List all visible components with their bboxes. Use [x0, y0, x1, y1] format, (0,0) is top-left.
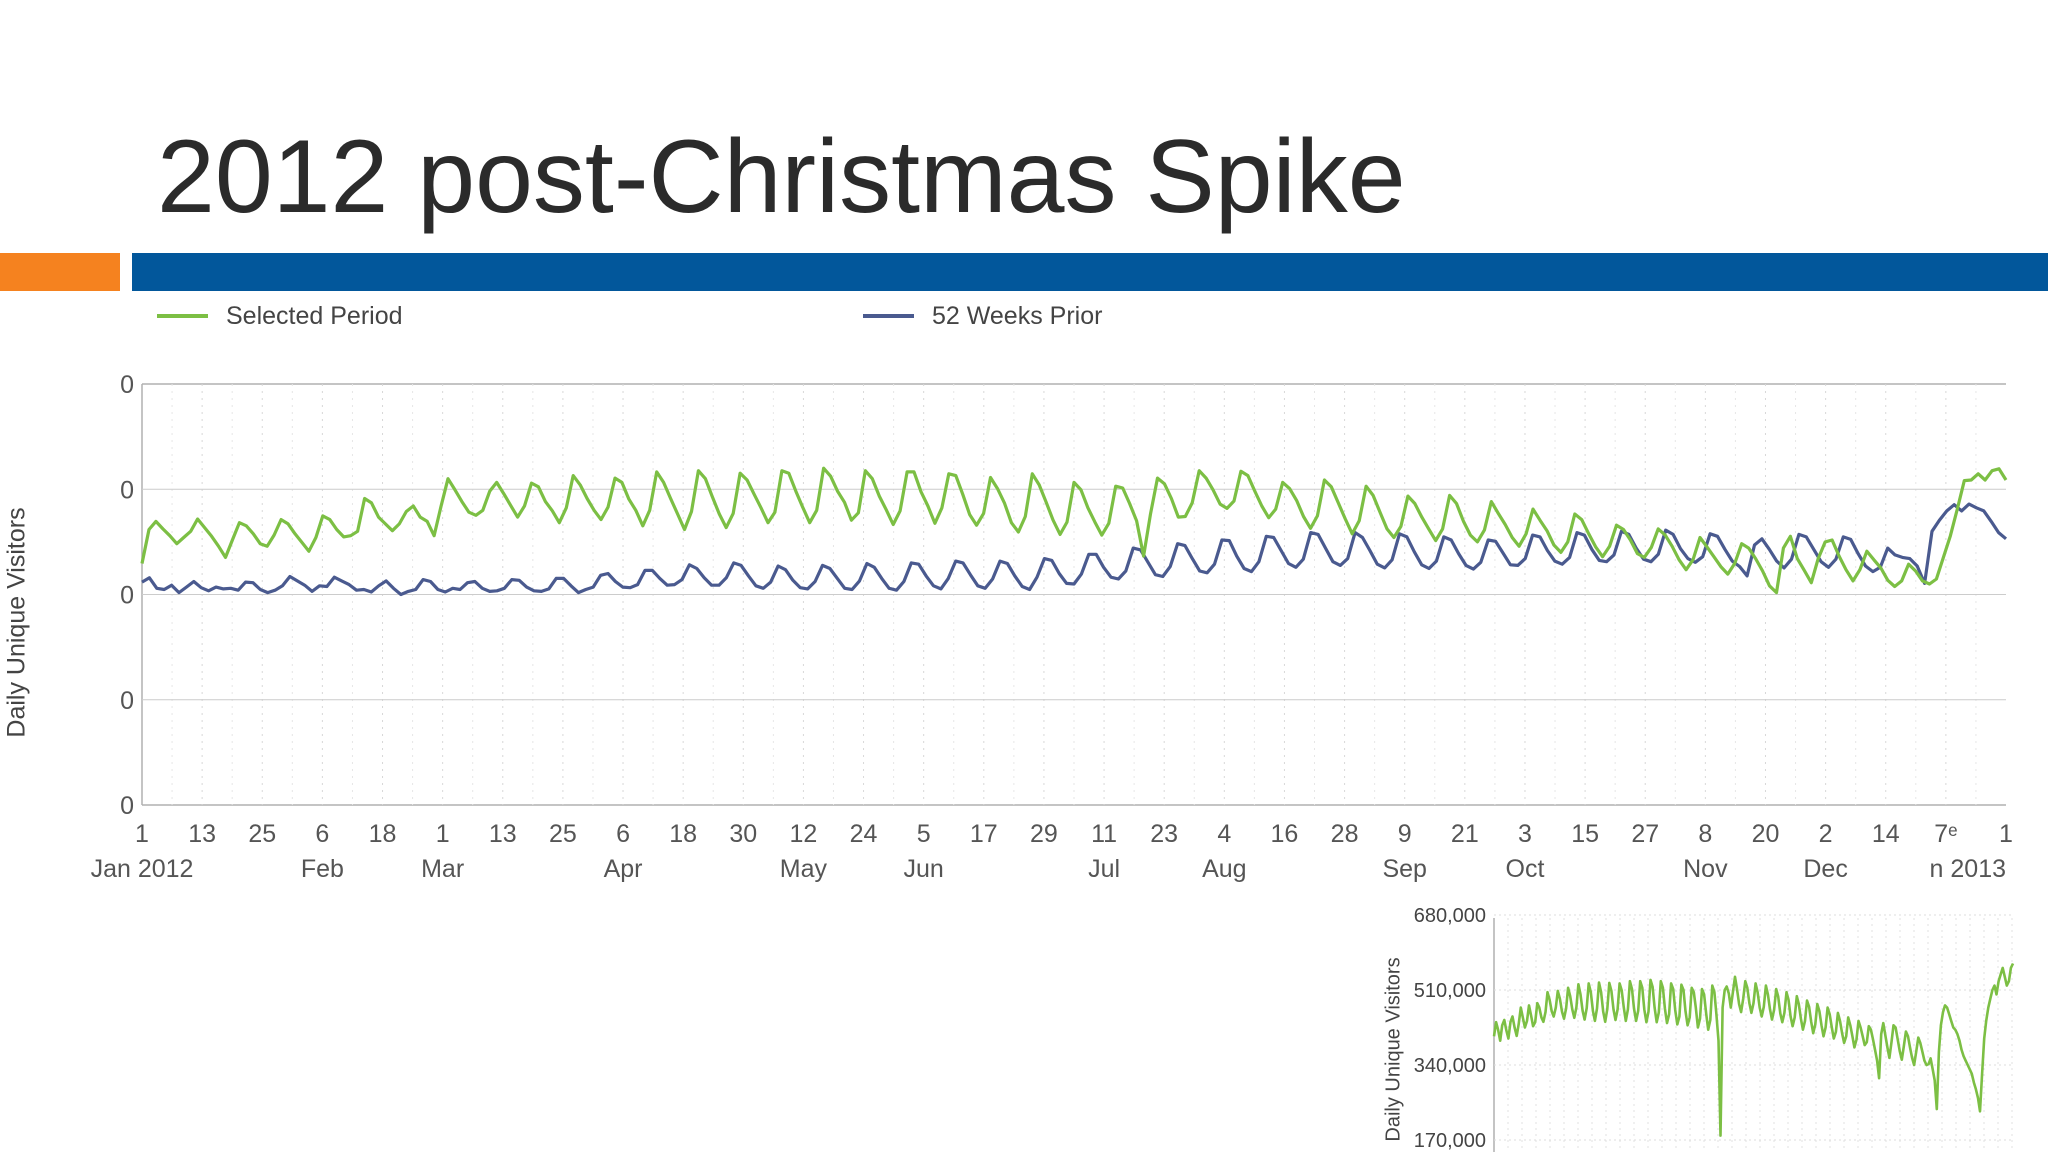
x-tick-label: 14: [1872, 820, 1900, 848]
accent-bar-orange: [0, 253, 120, 291]
x-month-label: Apr: [604, 855, 643, 883]
x-month-label: Feb: [301, 855, 344, 883]
x-tick-label: 30: [729, 820, 757, 848]
x-tick-label: 6: [616, 820, 630, 848]
y-tick-label: 0: [120, 582, 134, 610]
legend-swatch-blue: [863, 314, 914, 318]
inset-series-line: [1492, 962, 2015, 1137]
accent-bar-blue: [132, 253, 2048, 291]
x-month-label: n 2013: [1930, 855, 2006, 883]
x-tick-label: 2: [1819, 820, 1833, 848]
inset-y-tick-label: 170,000: [1414, 1130, 1486, 1152]
x-tick-label: 25: [248, 820, 276, 848]
x-tick-label: 23: [1150, 820, 1178, 848]
x-month-label: Oct: [1506, 855, 1545, 883]
inset-y-tick-label: 510,000: [1414, 980, 1486, 1002]
x-tick-label: 9: [1398, 820, 1412, 848]
x-month-label: Dec: [1803, 855, 1847, 883]
x-tick-label: 3: [1518, 820, 1532, 848]
inset-y-tick-label: 340,000: [1414, 1055, 1486, 1077]
x-tick-label: 7ᵉ: [1934, 820, 1957, 848]
x-tick-label: 25: [549, 820, 577, 848]
x-month-label: Sep: [1382, 855, 1426, 883]
x-tick-label: 16: [1271, 820, 1299, 848]
x-tick-label: 6: [315, 820, 329, 848]
x-tick-label: 8: [1698, 820, 1712, 848]
x-month-label: Jan 2012: [91, 855, 194, 883]
x-tick-label: 11: [1091, 820, 1117, 848]
x-tick-label: 20: [1752, 820, 1780, 848]
series-line-selected-period: [140, 466, 2008, 595]
x-tick-label: 1: [1999, 820, 2013, 848]
legend-label: 52 Weeks Prior: [932, 301, 1103, 330]
x-month-label: Mar: [421, 855, 464, 883]
legend-item-selected-period[interactable]: Selected Period: [157, 299, 403, 333]
x-month-label: Jun: [904, 855, 944, 883]
y-tick-label: 0: [120, 687, 134, 715]
x-month-label: Jul: [1088, 855, 1120, 883]
x-tick-label: 13: [188, 820, 216, 848]
x-tick-label: 4: [1217, 820, 1231, 848]
legend-item-52-weeks-prior[interactable]: 52 Weeks Prior: [863, 299, 1102, 333]
x-tick-label: 29: [1030, 820, 1058, 848]
x-month-label: Aug: [1202, 855, 1246, 883]
x-tick-label: 5: [917, 820, 931, 848]
x-tick-label: 1: [436, 820, 450, 848]
x-tick-label: 27: [1631, 820, 1659, 848]
x-tick-label: 24: [850, 820, 878, 848]
x-month-label: Nov: [1683, 855, 1728, 883]
y-tick-label: 0: [120, 476, 134, 504]
slide-title: 2012 post-Christmas Spike: [157, 119, 1406, 235]
x-tick-label: 28: [1331, 820, 1359, 848]
legend-swatch-green: [157, 314, 208, 318]
y-tick-label: 0: [120, 792, 134, 820]
x-tick-label: 17: [970, 820, 998, 848]
x-tick-label: 1: [135, 820, 149, 848]
legend-label: Selected Period: [226, 301, 403, 330]
x-tick-label: 21: [1451, 820, 1479, 848]
inset-y-tick-label: 680,000: [1414, 905, 1486, 927]
x-tick-label: 13: [489, 820, 517, 848]
x-tick-label: 18: [669, 820, 697, 848]
y-tick-label: 0: [120, 371, 134, 399]
series-line-52-weeks-prior: [141, 502, 2008, 597]
x-tick-label: 18: [369, 820, 397, 848]
x-tick-label: 15: [1571, 820, 1599, 848]
x-tick-label: 12: [790, 820, 818, 848]
x-month-label: May: [780, 855, 828, 883]
